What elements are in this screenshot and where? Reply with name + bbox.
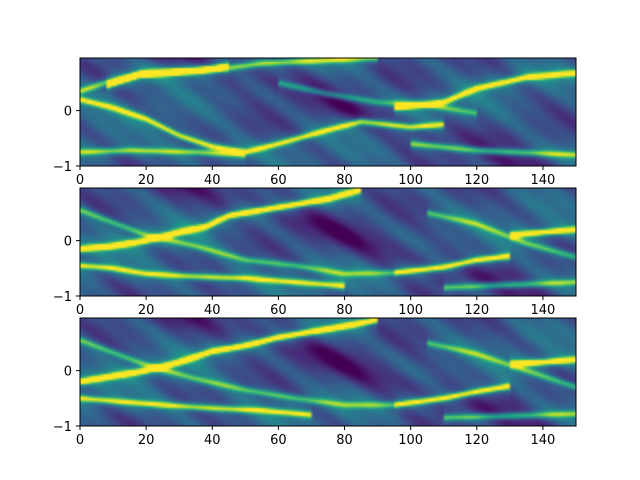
x-tick-label: 20 — [138, 173, 155, 188]
heatmap-panel-2: 0 20 40 60 80 100 120 140 −1 0 — [53, 187, 577, 318]
heatmap-image-2 — [80, 188, 576, 296]
x-tick-label: 60 — [270, 303, 287, 318]
x-tick-label: 140 — [531, 433, 556, 448]
x-tick-label: 120 — [464, 433, 489, 448]
x-tick-label: 80 — [336, 303, 353, 318]
x-tick-label: 100 — [398, 303, 423, 318]
y-tick-label: 0 — [64, 365, 72, 380]
y-tick-label: 0 — [64, 105, 72, 120]
x-tick-label: 40 — [204, 173, 221, 188]
x-tick-label: 80 — [336, 433, 353, 448]
x-tick-label: 140 — [531, 303, 556, 318]
x-tick-label: 80 — [336, 173, 353, 188]
x-tick-label: 20 — [138, 433, 155, 448]
axes-frame-3 — [79, 317, 577, 427]
x-tick-label: 60 — [270, 173, 287, 188]
x-tick-label: 0 — [76, 173, 84, 188]
x-tick-label: 140 — [531, 173, 556, 188]
x-tick-label: 100 — [398, 433, 423, 448]
x-tick-label: 0 — [76, 433, 84, 448]
x-tick-label: 40 — [204, 303, 221, 318]
heatmap-panel-1: 0 20 40 60 80 100 120 140 −1 0 — [53, 57, 577, 188]
y-tick-label: −1 — [53, 420, 72, 435]
heatmap-panel-3: 0 20 40 60 80 100 120 140 −1 0 — [53, 317, 577, 448]
x-tick-label: 120 — [464, 303, 489, 318]
axes-frame-2 — [79, 187, 577, 297]
x-tick-label: 100 — [398, 173, 423, 188]
y-tick-label: −1 — [53, 160, 72, 175]
y-tick-label: 0 — [64, 235, 72, 250]
heatmap-image-1 — [80, 58, 576, 166]
x-tick-label: 20 — [138, 303, 155, 318]
x-tick-label: 40 — [204, 433, 221, 448]
x-tick-label: 0 — [76, 303, 84, 318]
x-tick-label: 60 — [270, 433, 287, 448]
heatmap-image-3 — [80, 318, 576, 426]
y-tick-label: −1 — [53, 290, 72, 305]
x-tick-label: 120 — [464, 173, 489, 188]
axes-frame-1 — [79, 57, 577, 167]
